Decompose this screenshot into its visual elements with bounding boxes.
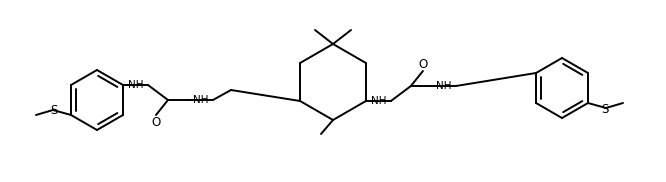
Text: S: S [51, 104, 58, 118]
Text: NH: NH [128, 80, 143, 90]
Text: NH: NH [192, 95, 208, 105]
Text: O: O [418, 58, 428, 70]
Text: O: O [151, 116, 161, 128]
Text: NH: NH [371, 96, 386, 106]
Text: S: S [601, 102, 609, 116]
Text: NH: NH [436, 81, 451, 91]
